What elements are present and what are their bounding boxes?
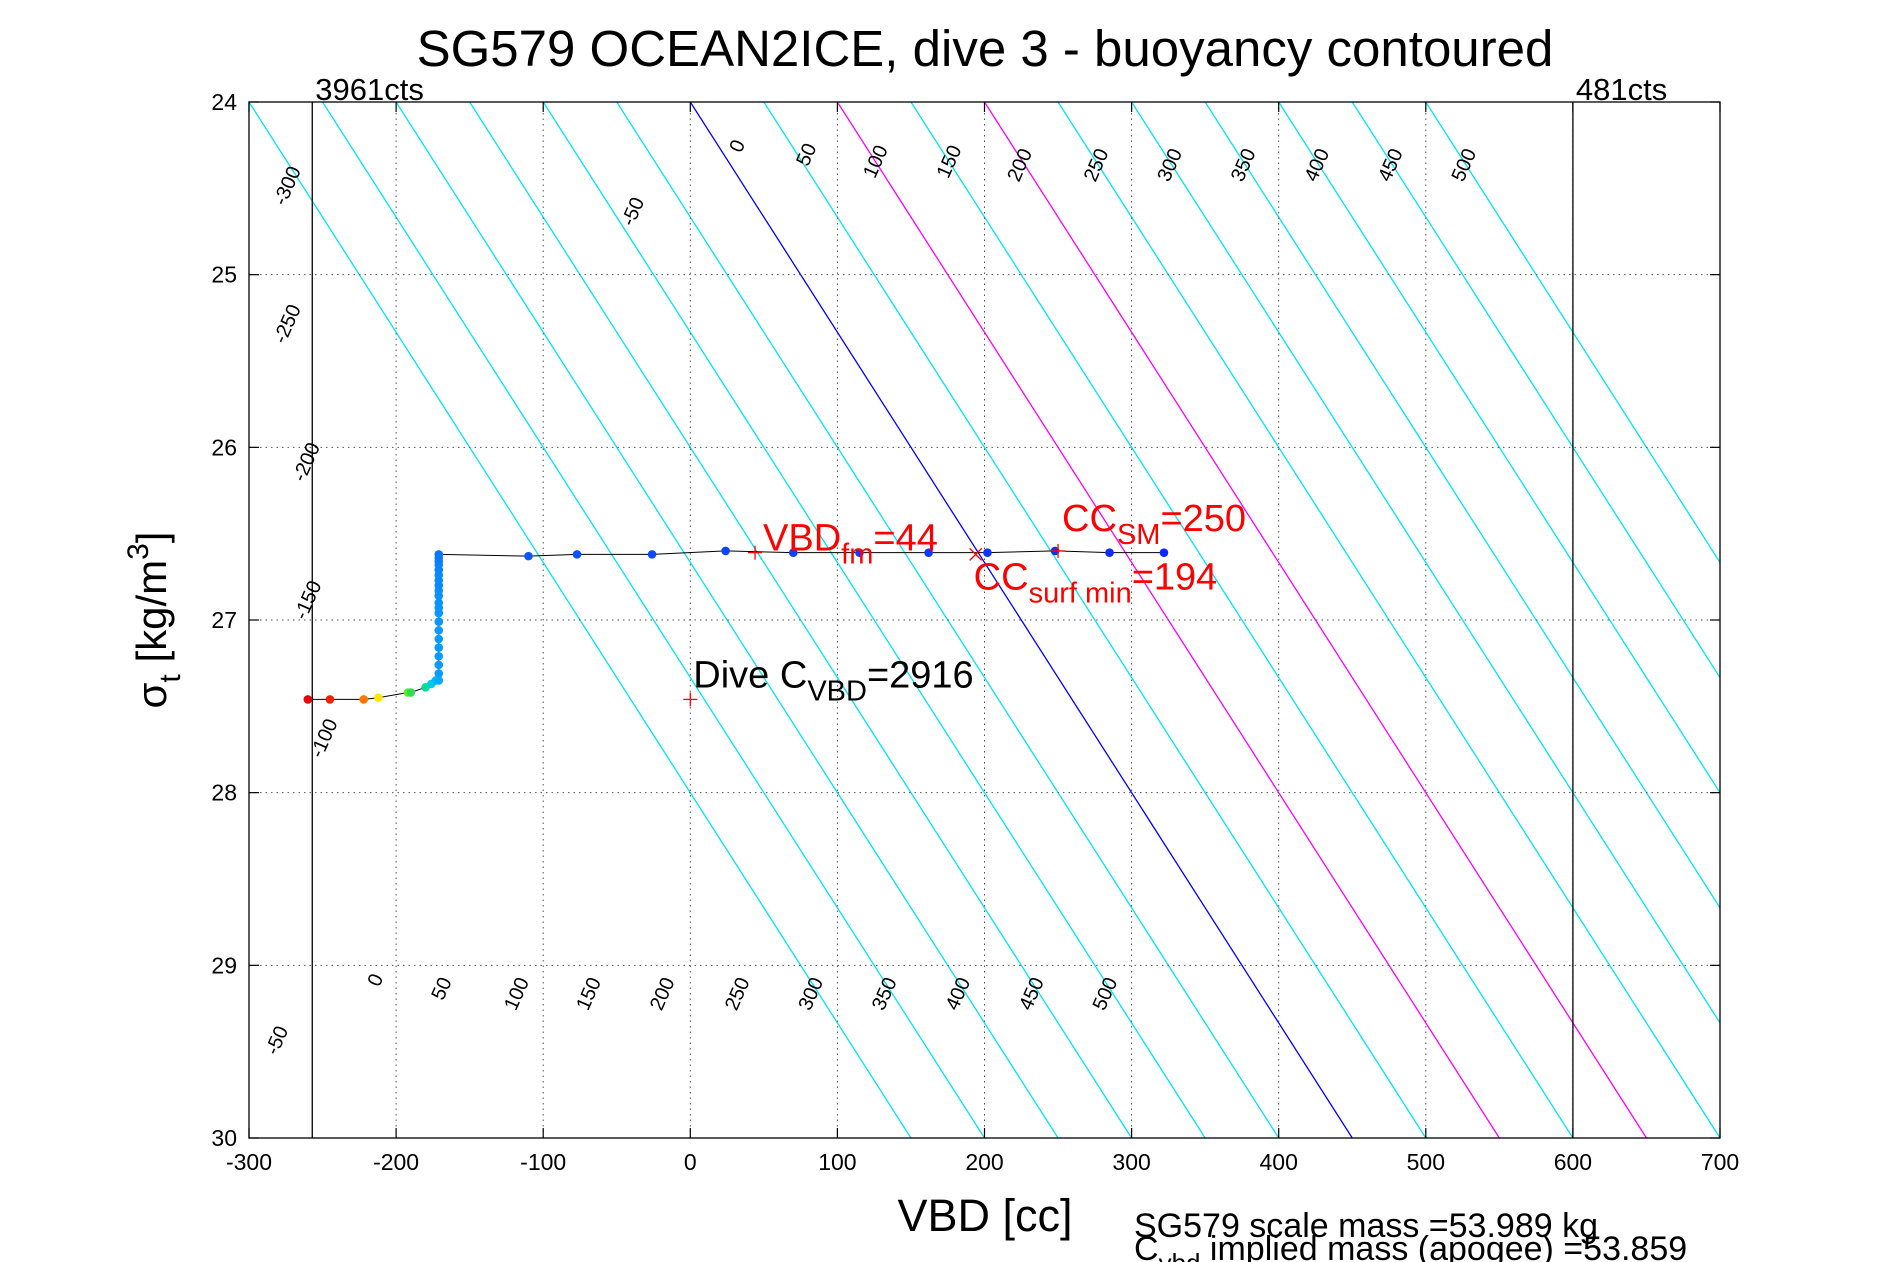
x-tick-label: 700 [1701,1149,1739,1175]
data-point [434,550,444,559]
contour-line-7 [763,102,1427,1138]
footer-implied-sub: vbd [1159,1248,1201,1262]
annotation-sub: VBD [807,675,867,707]
footer-implied-base: C [1134,1230,1159,1262]
annotation-base: Dive C [693,654,807,696]
annotation-sub: SM [1117,519,1161,551]
data-point [434,676,444,685]
data-point [303,695,313,704]
count-limit-label-0: 3961cts [315,72,424,107]
data-point [647,550,657,559]
annotation-base: VBD [763,518,841,560]
contour-line-6 [689,102,1353,1138]
y-tick-label: 24 [211,89,237,115]
x-tick-label: 600 [1554,1149,1592,1175]
dive-series [303,546,1169,704]
data-point [434,598,444,608]
data-point [572,550,582,559]
footer-implied-rest: implied mass (apogee) =53.859 [1200,1230,1687,1262]
data-point [788,548,798,557]
annotation-label-0: VBDfm=44 [763,518,938,571]
x-tick-label: 400 [1260,1149,1298,1175]
data-point [524,551,533,561]
x-tick-label: -100 [520,1149,566,1175]
y-tick-label: 27 [211,607,237,633]
contour-line-12 [1131,102,1720,1025]
x-tick-label: 0 [684,1149,697,1175]
annotation-sub: fm [841,539,873,571]
contour-line-4 [542,102,1206,1138]
data-point [374,693,383,702]
annotation-label-2: CCsurf min=194 [974,556,1218,609]
y-axis-label: σt [kg/m3] [122,532,187,709]
data-point [434,626,444,635]
data-point [359,695,369,704]
annotation-label-3: Dive CVBD=2916 [693,654,973,707]
annotation-base: CC [1062,498,1117,540]
annotation-label-1: CCSM=250 [1062,498,1246,551]
data-point [434,660,444,670]
x-tick-label: -200 [373,1149,419,1175]
x-tick-label: 100 [818,1149,856,1175]
annotation-base: CC [974,556,1029,598]
annotation-value: =194 [1132,556,1218,598]
y-tick-label: 30 [211,1125,237,1151]
y-axis-label-sub: t [154,674,187,683]
y-axis-label-base: σ [128,682,175,708]
data-point [1159,548,1169,557]
data-point [855,548,864,557]
y-axis-label-close: ] [128,532,175,544]
chart-title: SG579 OCEAN2ICE, dive 3 - buoyancy conto… [417,20,1554,77]
contour-line-1 [322,102,986,1138]
data-point [983,548,992,557]
footer-scale-mass: SG579 scale mass =53.989 kg [1134,1207,1598,1245]
contour-line-9 [910,102,1574,1138]
x-tick-label: 300 [1112,1149,1150,1175]
y-tick-label: 25 [211,262,237,288]
annotation-value: =2916 [867,654,974,696]
x-axis-label: VBD [cc] [897,1190,1072,1241]
data-point [406,688,416,697]
y-tick-label: 28 [211,780,237,806]
data-point [325,695,335,704]
data-point [1105,548,1114,557]
contour-line-15 [1351,102,1720,679]
y-tick-label: 26 [211,434,237,460]
data-point [924,548,933,557]
count-limit-label-1: 481cts [1576,72,1667,107]
annotation-value: =250 [1160,498,1246,540]
data-point [434,634,444,644]
data-point [434,643,444,652]
annotation-value: =44 [873,518,937,560]
x-tick-label: -300 [226,1149,272,1175]
x-tick-label: 200 [965,1149,1003,1175]
annotation-sub: surf min [1029,577,1132,609]
axis-ticks: -300 -200 -100 0 100 200 300 400 500 600 700 24 25 26… [211,89,1739,1175]
x-tick-label: 500 [1407,1149,1445,1175]
vbd-count-limits [311,102,1574,1138]
y-axis-label-sup: 3 [122,543,155,560]
y-tick-label: 29 [211,952,237,978]
data-point [434,617,444,627]
footer-implied-mass: Cvbd implied mass (apogee) =53.859 [1134,1230,1687,1262]
y-axis-label-unit: [kg/m [128,560,175,674]
data-point [434,651,444,661]
data-point [721,546,730,556]
contour-line-14 [1278,102,1720,794]
data-point [434,669,444,678]
annotation-marker-2 [969,547,983,561]
